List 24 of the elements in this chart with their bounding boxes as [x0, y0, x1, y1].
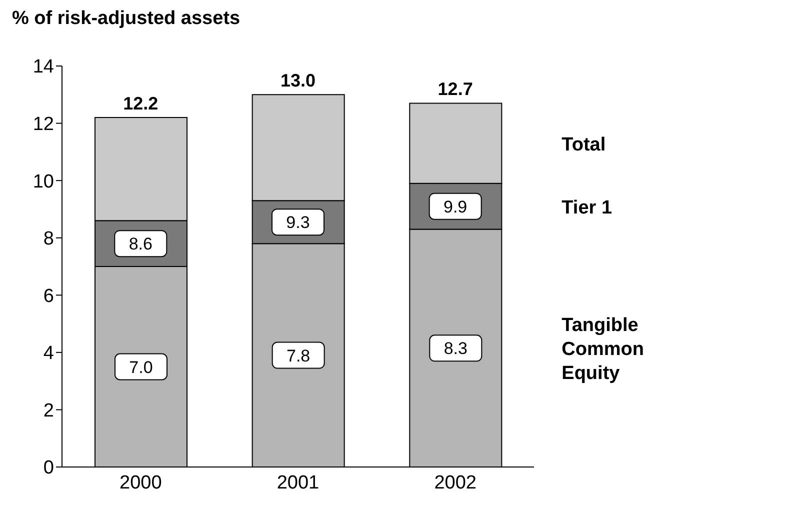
- y-tick-label: 2: [43, 400, 54, 422]
- annotation: 9.3: [286, 213, 310, 232]
- data-label: 7.8: [286, 346, 310, 366]
- text: Tier 1: [562, 197, 612, 218]
- x-tick-label: 2000: [120, 472, 162, 494]
- annotation: 12.2: [123, 94, 158, 114]
- annotation: 8.6: [128, 234, 152, 254]
- data-label: 7.0: [129, 358, 153, 377]
- y-axis-title: % of risk-adjusted assets: [12, 8, 240, 30]
- y-tick-label: 6: [43, 286, 54, 307]
- annotation: 13.0: [280, 70, 316, 91]
- annotation: 9.9: [444, 197, 468, 216]
- x-tick-label: 2001: [276, 472, 320, 494]
- y-tick-label: 8: [43, 228, 54, 250]
- y-tick-label: 12: [32, 114, 54, 136]
- text: Total: [562, 134, 606, 156]
- y-tick-label: 4: [43, 343, 54, 364]
- data-label: 8.3: [444, 339, 468, 358]
- x-tick-label: 2002: [434, 472, 476, 494]
- y-tick-label: 10: [32, 171, 54, 192]
- text: Tangible Common Equity: [562, 315, 644, 384]
- y-tick-label: 14: [32, 56, 54, 78]
- y-tick-label: 0: [43, 458, 54, 479]
- annotation: 12.7: [438, 79, 473, 100]
